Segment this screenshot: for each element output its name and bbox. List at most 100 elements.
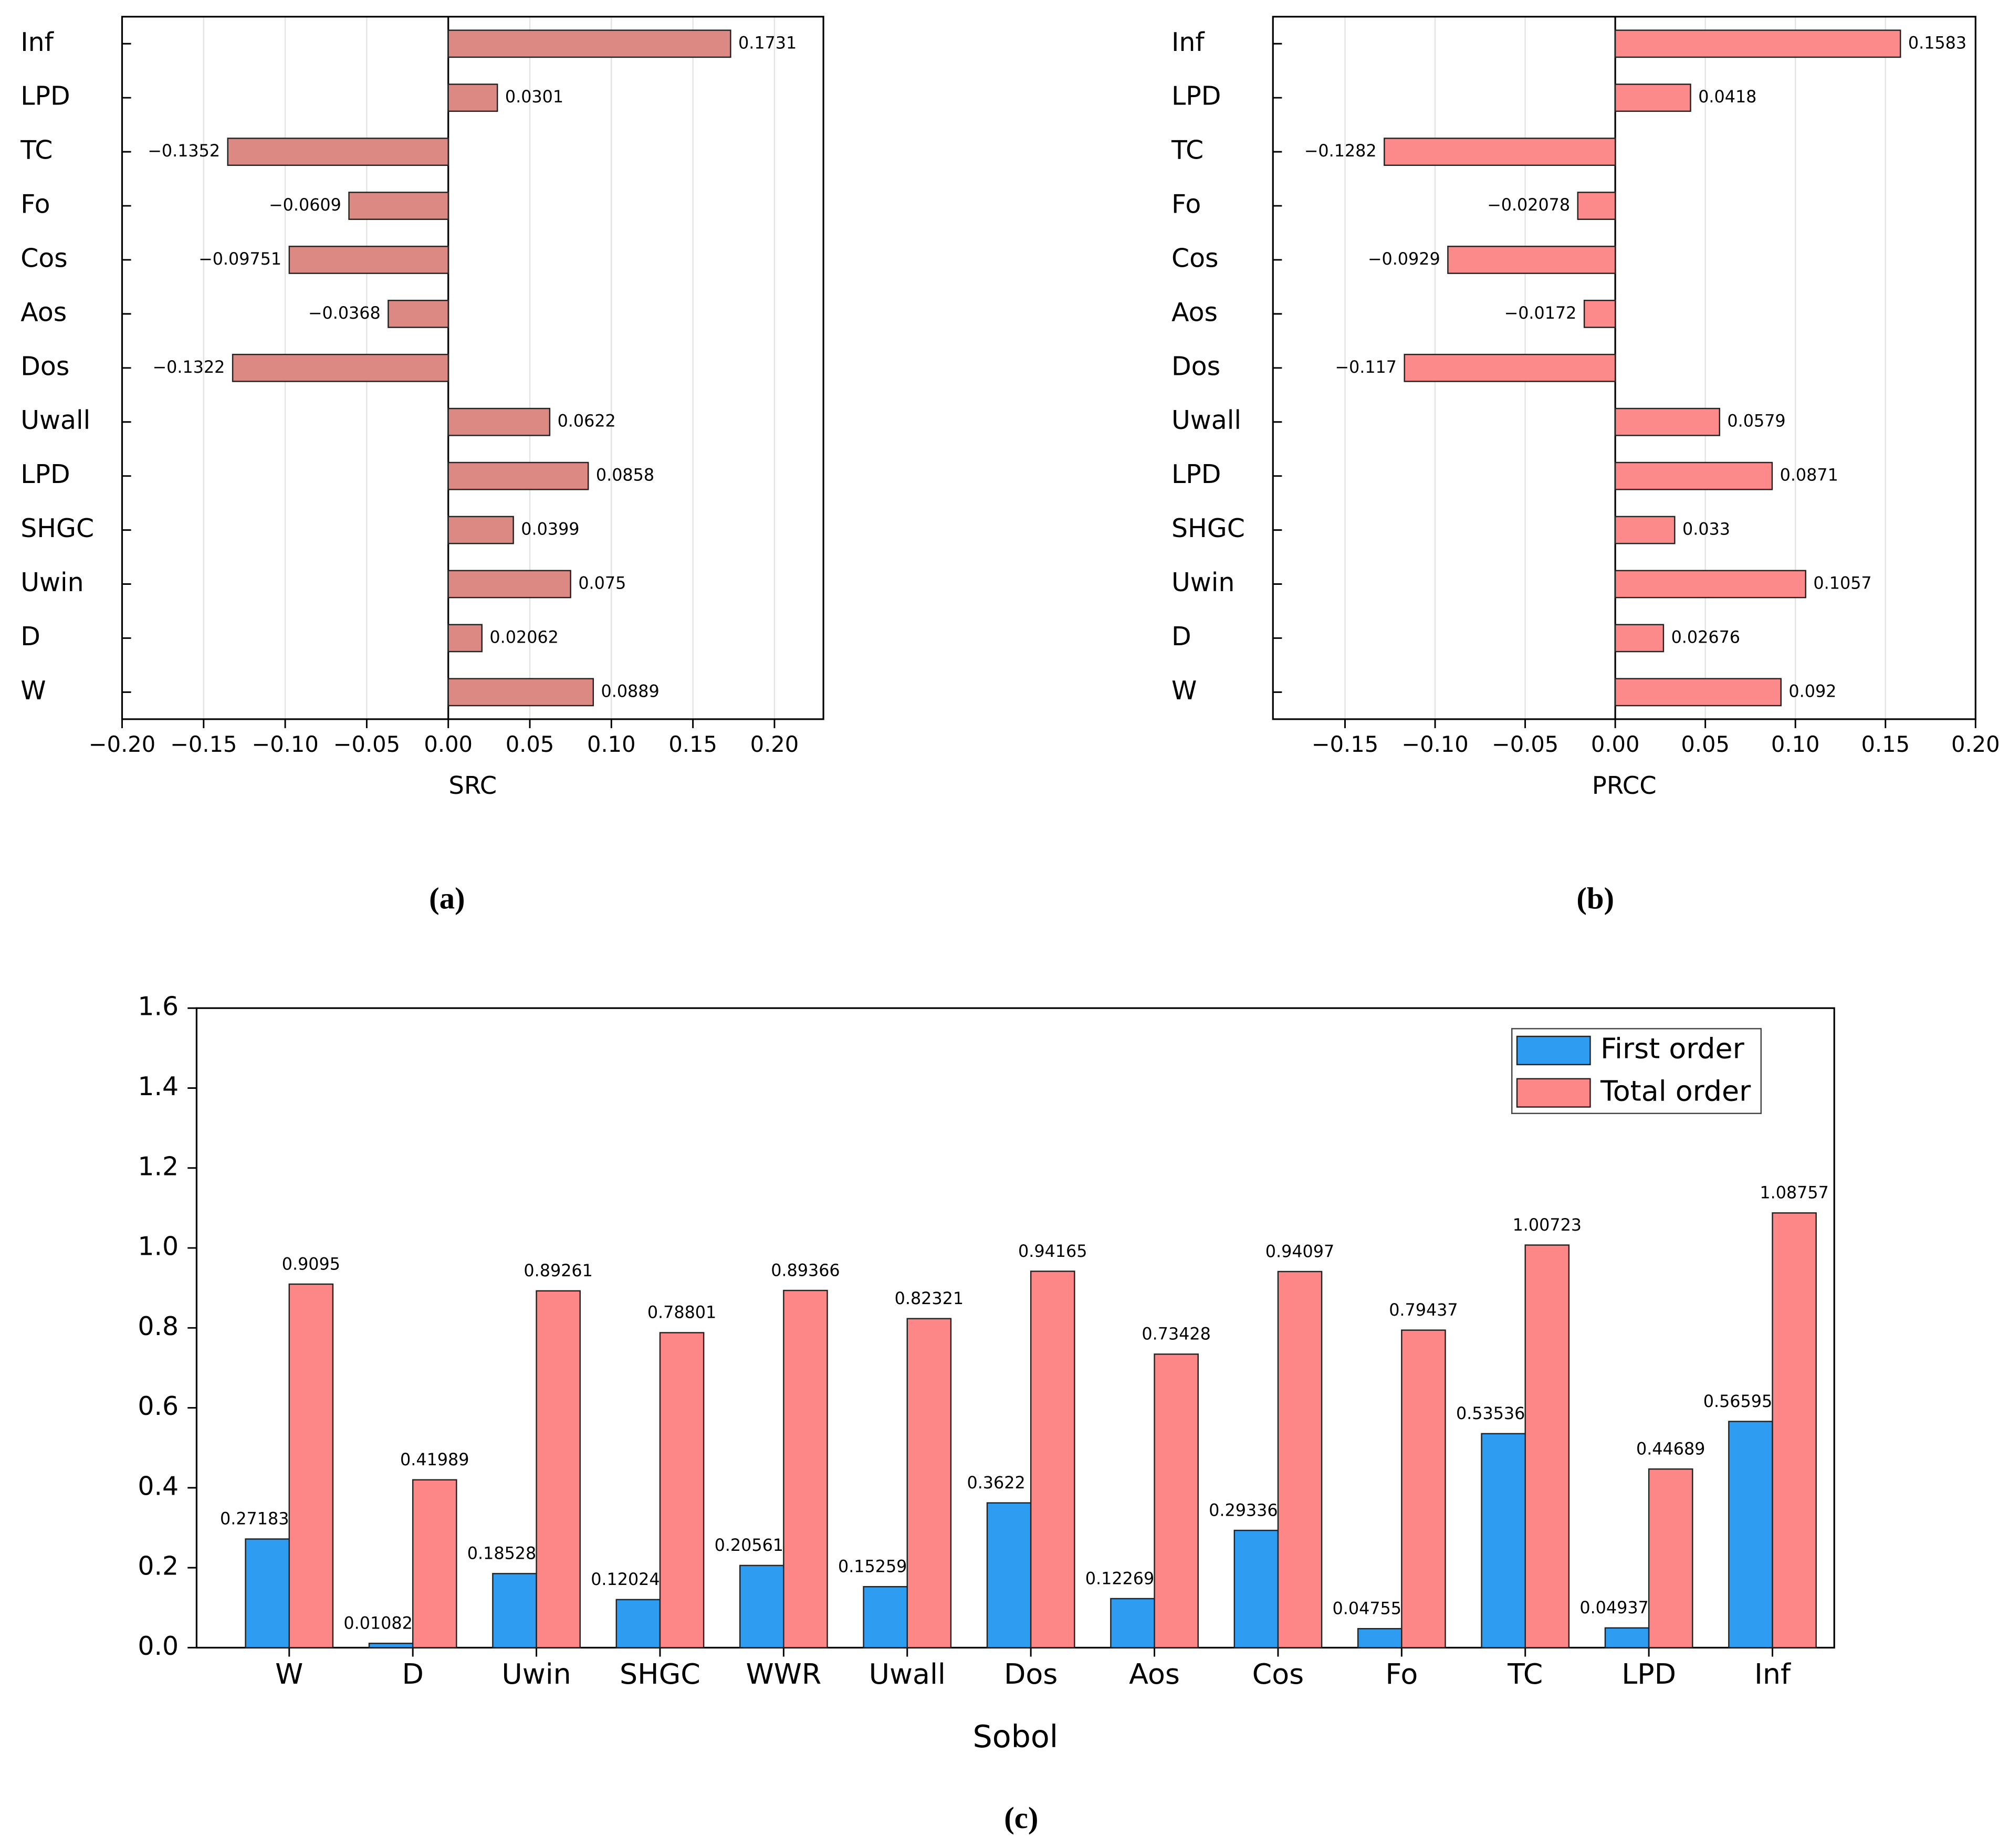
bar — [447, 461, 589, 490]
bar — [863, 1586, 908, 1648]
bar — [1772, 1212, 1817, 1648]
bar — [412, 1479, 457, 1648]
value-label: 0.092 — [1788, 681, 1836, 701]
bar — [536, 1290, 581, 1648]
x-tick-label: −0.15 — [170, 731, 237, 757]
x-tick-label: Uwin — [501, 1657, 571, 1690]
bar — [1110, 1598, 1155, 1648]
value-label: −0.1282 — [1304, 141, 1377, 161]
x-tick-label: −0.10 — [252, 731, 318, 757]
value-label: 0.44689 — [1636, 1439, 1705, 1458]
panel-caption: (c) — [1004, 1801, 1038, 1835]
value-label: 0.0418 — [1698, 87, 1756, 107]
legend-label: Total order — [1600, 1074, 1751, 1107]
value-label: 0.0301 — [505, 87, 563, 107]
y-tick-label: D — [1171, 622, 1191, 652]
value-label: 0.82321 — [895, 1289, 964, 1308]
y-tick-label: Fo — [20, 190, 50, 219]
x-tick-label: −0.05 — [333, 731, 400, 757]
y-tick-label: LPD — [20, 81, 70, 111]
value-label: 1.00723 — [1513, 1215, 1582, 1235]
value-label: 0.0871 — [1780, 466, 1838, 485]
x-tick-label: 0.05 — [1681, 731, 1730, 757]
value-label: 0.27183 — [220, 1509, 289, 1529]
value-label: 0.0579 — [1727, 412, 1785, 431]
value-label: 0.04755 — [1333, 1599, 1401, 1619]
bar — [1357, 1628, 1403, 1648]
bar — [1614, 516, 1676, 544]
y-tick-label: 0.8 — [138, 1311, 179, 1341]
value-label: 0.0858 — [596, 466, 654, 485]
bar — [447, 624, 483, 653]
y-tick-label: 0.0 — [138, 1631, 179, 1661]
y-tick-label: Uwin — [20, 568, 83, 597]
bar — [1614, 407, 1720, 436]
legend-label: First order — [1600, 1032, 1745, 1065]
y-tick-label: Uwin — [1171, 568, 1234, 597]
value-label: 0.0399 — [521, 520, 579, 539]
value-label: 0.94097 — [1265, 1242, 1334, 1261]
y-tick-label: Uwall — [1171, 405, 1241, 435]
bar — [1614, 29, 1901, 58]
y-tick-label: W — [20, 676, 46, 706]
x-tick-label: TC — [1507, 1657, 1543, 1690]
x-tick-label: 0.10 — [587, 731, 636, 757]
x-axis-label: Sobol — [972, 1719, 1058, 1755]
bar — [1384, 138, 1616, 166]
bar — [1604, 1627, 1650, 1648]
bar — [447, 678, 594, 707]
x-tick-label: 0.15 — [1861, 731, 1910, 757]
y-tick-label: 0.4 — [138, 1471, 179, 1501]
y-tick-label: TC — [20, 135, 53, 165]
bar — [288, 246, 449, 274]
bar — [739, 1564, 784, 1648]
x-tick-label: W — [275, 1657, 303, 1690]
bar — [659, 1332, 705, 1648]
value-label: 0.12024 — [591, 1570, 660, 1589]
bar — [1277, 1270, 1323, 1648]
value-label: 0.04937 — [1579, 1598, 1648, 1618]
bar — [906, 1318, 952, 1648]
bar — [1728, 1421, 1773, 1648]
x-tick-label: Dos — [1004, 1657, 1058, 1690]
bar — [1614, 678, 1782, 707]
y-tick-label: Aos — [1171, 297, 1218, 327]
x-tick-label: 0.10 — [1771, 731, 1820, 757]
value-label: 0.20561 — [715, 1536, 783, 1555]
x-tick-label: Inf — [1754, 1657, 1791, 1690]
y-tick-label: 0.2 — [138, 1551, 179, 1581]
bar — [1404, 353, 1616, 382]
y-tick-label: Uwall — [20, 405, 90, 435]
x-tick-label: 0.00 — [1591, 731, 1640, 757]
x-tick-label: D — [402, 1657, 423, 1690]
x-tick-label: SHGC — [620, 1657, 700, 1690]
x-tick-label: Cos — [1252, 1657, 1304, 1690]
y-tick-label: LPD — [1171, 81, 1221, 111]
bar — [348, 192, 449, 220]
value-label: −0.0172 — [1504, 303, 1577, 323]
bar — [288, 1283, 334, 1648]
value-label: −0.09751 — [198, 249, 281, 269]
x-tick-label: WWR — [746, 1657, 821, 1690]
bar — [1401, 1329, 1446, 1648]
value-label: 0.53536 — [1456, 1404, 1525, 1423]
legend-swatch — [1516, 1035, 1591, 1066]
y-tick-label: 1.6 — [138, 992, 179, 1022]
value-label: 0.02676 — [1671, 627, 1740, 647]
y-tick-label: Aos — [20, 297, 67, 327]
y-tick-label: 1.4 — [138, 1072, 179, 1101]
value-label: 0.01082 — [343, 1613, 412, 1633]
x-tick-label: Aos — [1129, 1657, 1180, 1690]
y-tick-label: Inf — [20, 27, 54, 57]
y-tick-label: Fo — [1171, 190, 1201, 219]
y-tick-label: Cos — [1171, 243, 1219, 273]
value-label: 0.78801 — [647, 1303, 716, 1322]
bar — [447, 83, 498, 112]
y-tick-label: 1.0 — [138, 1232, 179, 1262]
x-tick-label: 0.00 — [424, 731, 473, 757]
bar — [1648, 1468, 1693, 1648]
bar — [1614, 570, 1806, 598]
y-tick-label: Dos — [1171, 351, 1220, 381]
value-label: −0.0368 — [308, 303, 381, 323]
